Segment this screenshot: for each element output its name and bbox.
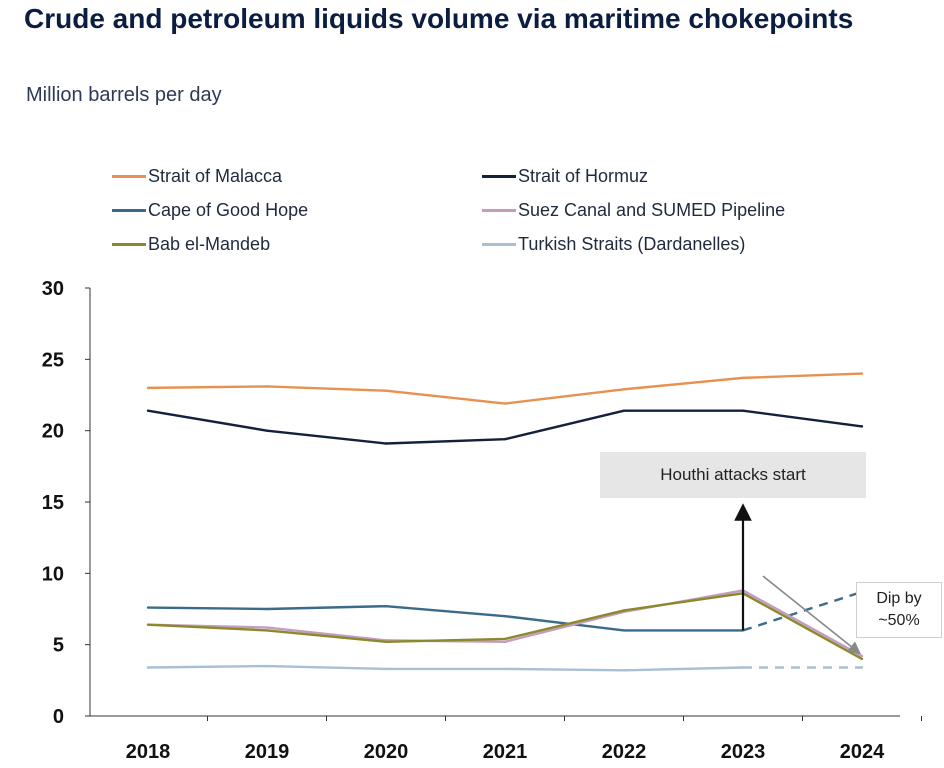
series-strait-of-hormuz-point [860,425,864,428]
series-strait-of-malacca-point [265,385,269,388]
chart-subtitle: Million barrels per day [26,84,222,106]
houthi-annotation: Houthi attacks start [600,452,866,498]
legend: Strait of Malacca Strait of Hormuz Cape of… [112,166,872,276]
series-cape-of-good-hope-point [265,607,269,611]
y-tick-label: 0 [53,706,64,728]
legend-label: Suez Canal and SUMED Pipeline [518,200,786,220]
legend-item: Strait of Malacca [112,166,282,187]
y-tick-label: 20 [42,421,64,443]
y-tick-label: 25 [42,349,64,371]
x-tick-label: 2023 [721,741,766,763]
series-strait-of-malacca-point [503,402,507,405]
series-bab-el-mandeb-point [265,629,269,632]
legend-label: Turkish Straits (Dardanelles) [518,234,746,254]
series-strait-of-malacca-point [860,372,864,375]
series-cape-of-good-hope-point [146,606,150,609]
series-cape-of-good-hope-point [622,629,626,632]
series-turkish-straits-dardanelles-line [147,664,744,672]
series-cape-of-good-hope-point [384,604,388,608]
series-cape-of-good-hope-dashed-line [742,590,863,632]
legend-label: Cape of Good Hope [148,200,309,220]
series-turkish-straits-dardanelles-point [146,666,150,669]
series-strait-of-malacca-point [741,376,745,380]
series-turkish-straits-dardanelles-point [741,666,745,669]
y-tick-label: 15 [42,492,64,514]
legend-item: Bab el-Mandeb [112,234,270,255]
x-tick-label: 2018 [126,741,171,763]
legend-swatch [482,209,516,212]
legend-swatch [112,209,146,212]
legend-item: Cape of Good Hope [112,200,308,221]
y-tick-label: 10 [42,563,64,585]
series-strait-of-hormuz-point [503,438,507,441]
series-strait-of-malacca-line [147,372,863,405]
series-strait-of-hormuz-point [265,429,269,432]
x-tick-label: 2020 [364,741,409,763]
series-bab-el-mandeb-point [860,657,864,661]
dip-annotation-line1: Dip by [876,590,922,607]
dip-arrow [762,575,862,655]
series-turkish-straits-dardanelles-point [503,667,507,671]
legend-swatch [112,175,146,178]
legend-item: Strait of Hormuz [482,166,648,187]
series-strait-of-hormuz-point [384,442,388,445]
x-tick-label: 2019 [245,741,290,763]
dip-annotation-line2: ~50% [878,612,920,629]
series-turkish-straits-dardanelles-point [622,669,626,672]
legend-swatch [482,243,516,246]
series-strait-of-hormuz-point [622,409,626,412]
legend-label: Strait of Hormuz [518,166,649,186]
series-bab-el-mandeb-point [146,623,150,626]
y-tick-label: 5 [53,635,64,657]
x-tick-label: 2024 [840,741,885,763]
dip-annotation: Dip by ~50% [856,582,942,638]
series-suez-canal-and-sumed-pipeline-point [860,654,864,658]
series-strait-of-malacca-point [384,389,388,392]
series-turkish-straits-dardanelles-point [265,664,269,668]
y-tick-label: 30 [42,278,64,300]
series-bab-el-mandeb-point [622,609,626,612]
chart-title: Crude and petroleum liquids volume via m… [24,3,854,34]
legend-label: Bab el-Mandeb [148,234,271,254]
series-bab-el-mandeb-point [503,637,507,641]
legend-swatch [482,175,516,178]
x-tick-label: 2022 [602,741,647,763]
series-turkish-straits-dardanelles-point [384,667,388,671]
series-cape-of-good-hope-point [503,614,507,618]
legend-swatch [112,243,146,246]
series-cape-of-good-hope-line [147,604,743,632]
series-turkish-straits-dardanelles-point [860,666,864,669]
legend-item: Turkish Straits (Dardanelles) [482,234,745,255]
x-tick-label: 2021 [483,741,528,763]
series-strait-of-malacca-point [146,386,150,390]
series-strait-of-hormuz-point [741,409,745,412]
legend-item: Suez Canal and SUMED Pipeline [482,200,785,221]
series-suez-canal-and-sumed-pipeline-point [503,640,507,644]
series-strait-of-malacca-point [622,388,626,391]
series-bab-el-mandeb-point [384,640,388,644]
series-suez-canal-and-sumed-pipeline-point [265,626,269,629]
series-strait-of-hormuz-point [146,409,150,412]
legend-label: Strait of Malacca [148,166,283,186]
